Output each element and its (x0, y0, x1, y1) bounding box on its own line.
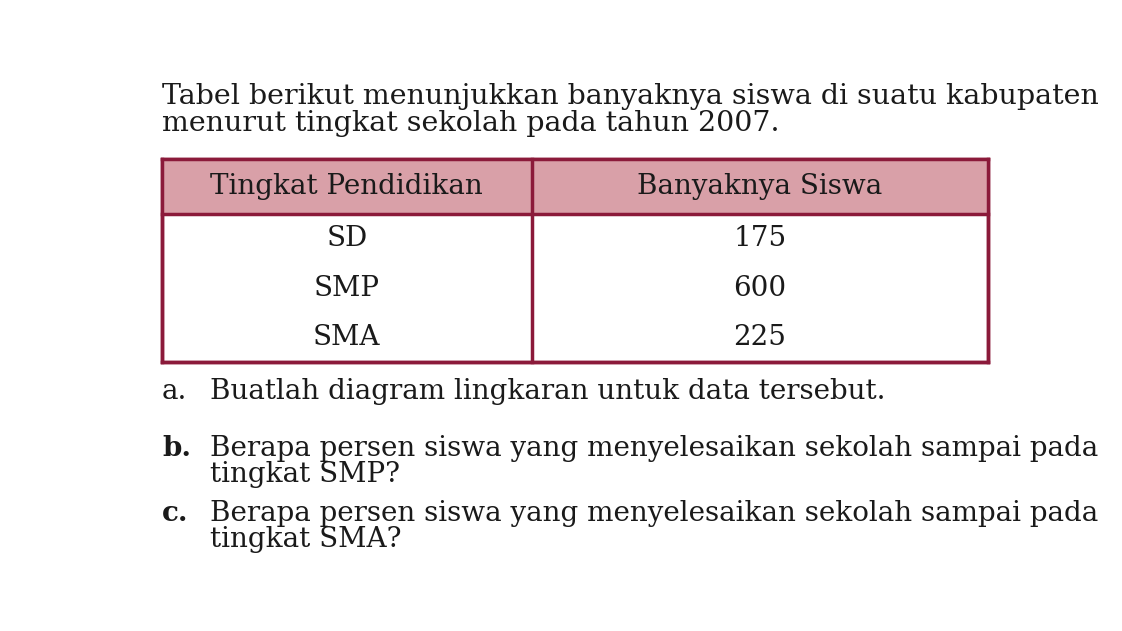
Text: SMP: SMP (314, 274, 379, 302)
Bar (162, 159, 988, 215)
Text: Banyaknya Siswa: Banyaknya Siswa (637, 173, 883, 200)
Bar (162, 159, 988, 362)
Text: c.: c. (162, 500, 188, 527)
Text: SD: SD (327, 225, 367, 252)
Text: SMA: SMA (313, 324, 380, 351)
Text: 175: 175 (734, 225, 787, 252)
Text: Berapa persen siswa yang menyelesaikan sekolah sampai pada: Berapa persen siswa yang menyelesaikan s… (210, 500, 1098, 527)
Text: Buatlah diagram lingkaran untuk data tersebut.: Buatlah diagram lingkaran untuk data ter… (210, 379, 885, 405)
Text: tingkat SMA?: tingkat SMA? (210, 526, 402, 553)
Text: Tingkat Pendidikan: Tingkat Pendidikan (211, 173, 484, 200)
Text: Tabel berikut menunjukkan banyaknya siswa di suatu kabupaten: Tabel berikut menunjukkan banyaknya sisw… (162, 83, 1098, 110)
Text: a.: a. (162, 379, 187, 405)
Text: tingkat SMP?: tingkat SMP? (210, 461, 401, 488)
Text: 225: 225 (734, 324, 787, 351)
Text: 600: 600 (734, 274, 787, 302)
Text: b.: b. (162, 435, 191, 463)
Text: menurut tingkat sekolah pada tahun 2007.: menurut tingkat sekolah pada tahun 2007. (162, 110, 780, 136)
Text: Berapa persen siswa yang menyelesaikan sekolah sampai pada: Berapa persen siswa yang menyelesaikan s… (210, 435, 1098, 463)
